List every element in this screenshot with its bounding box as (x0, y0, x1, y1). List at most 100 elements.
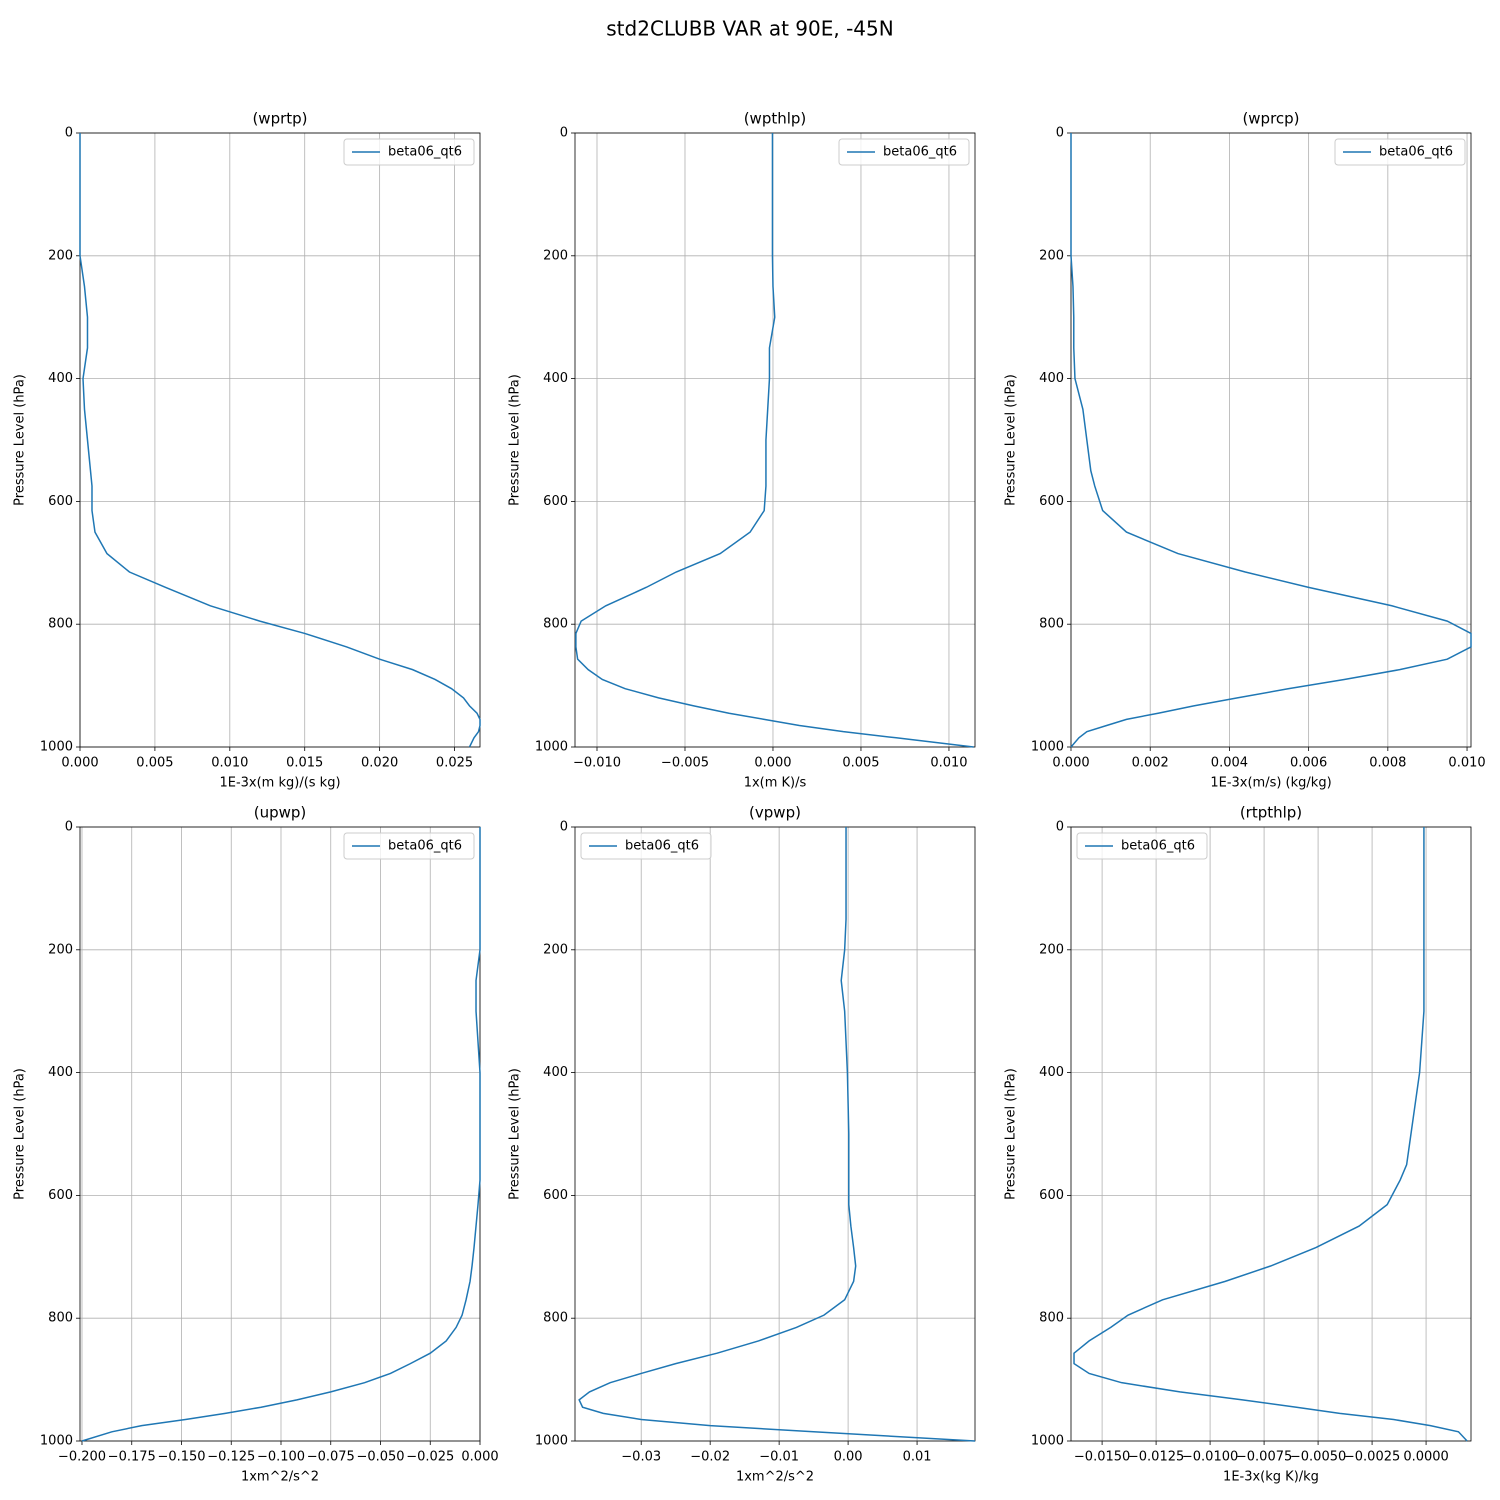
data-line (578, 827, 976, 1442)
x-tick-label: 0.025 (436, 756, 473, 771)
y-tick-label: 200 (48, 248, 73, 263)
legend-label: beta06_qt6 (388, 145, 462, 160)
legend-box (343, 832, 475, 860)
y-tick-label: 0 (1056, 126, 1064, 141)
y-tick-label: 1000 (40, 740, 73, 755)
x-tick-label: 0.00 (834, 1450, 863, 1465)
subplot: 0.000 0.005 0.010 0.015 0.020 0.025 0 200 400 600… (13, 110, 481, 791)
x-tick-label: −0.075 (307, 1450, 355, 1465)
legend-box (1334, 138, 1466, 166)
x-tick-label: 0.000 (1052, 756, 1089, 771)
x-axis-label: 1xm^2/s^2 (241, 1470, 319, 1485)
x-axis-label: 1x(m K)/s (744, 776, 807, 791)
x-tick-label: −0.01 (759, 1450, 799, 1465)
x-tick-label: −0.200 (58, 1450, 106, 1465)
y-axis-label: Pressure Level (hPa) (13, 374, 28, 506)
y-tick-label: 600 (1039, 494, 1064, 509)
x-tick-label: −0.010 (573, 756, 621, 771)
x-tick-label: 0.006 (1290, 756, 1327, 771)
y-tick-label: 200 (1039, 942, 1064, 957)
subplot-title: (rtpthlp) (1240, 804, 1302, 822)
y-tick-label: 0 (560, 820, 568, 835)
plot-frame (574, 826, 976, 1442)
x-axis-label: 1E-3x(m kg)/(s kg) (219, 776, 340, 791)
subplot-title: (vpwp) (749, 804, 801, 822)
legend-label: beta06_qt6 (388, 839, 462, 854)
x-tick-label: 0.000 (754, 756, 791, 771)
y-axis-label: Pressure Level (hPa) (1004, 374, 1019, 506)
data-line (79, 133, 481, 748)
x-tick-label: 0.000 (61, 756, 98, 771)
y-tick-label: 400 (1039, 371, 1064, 386)
y-tick-label: 800 (48, 617, 73, 632)
y-tick-label: 600 (543, 494, 568, 509)
y-tick-label: 600 (48, 1188, 73, 1203)
y-tick-label: 0 (65, 126, 73, 141)
legend-label: beta06_qt6 (1379, 145, 1453, 160)
x-tick-label: −0.050 (356, 1450, 404, 1465)
data-line (1070, 133, 1472, 748)
x-tick-label: 0.0000 (1403, 1450, 1449, 1465)
y-tick-label: 800 (1039, 1311, 1064, 1326)
plot-frame (79, 132, 481, 748)
x-tick-label: −0.0125 (1128, 1450, 1184, 1465)
x-tick-label: −0.02 (690, 1450, 730, 1465)
y-tick-label: 400 (543, 371, 568, 386)
plot-frame (574, 132, 976, 748)
y-axis-label: Pressure Level (hPa) (13, 1068, 28, 1200)
x-tick-label: 0.004 (1211, 756, 1248, 771)
x-tick-label: −0.0025 (1344, 1450, 1400, 1465)
legend-box (838, 138, 970, 166)
subplot: 0.000 0.002 0.004 0.006 0.008 0.010 0 200 400 600… (1004, 110, 1486, 791)
x-tick-label: 0.010 (211, 756, 248, 771)
subplot-title: (wprcp) (1242, 110, 1299, 128)
legend-box (343, 138, 475, 166)
x-tick-label: 0.015 (286, 756, 323, 771)
x-tick-label: −0.100 (257, 1450, 305, 1465)
legend-box (1076, 832, 1208, 860)
x-tick-label: −0.03 (621, 1450, 661, 1465)
y-tick-label: 200 (48, 942, 73, 957)
x-tick-label: −0.005 (661, 756, 709, 771)
y-tick-label: 800 (543, 617, 568, 632)
x-tick-label: 0.000 (461, 1450, 498, 1465)
y-tick-label: 400 (543, 1065, 568, 1080)
legend-box (580, 832, 712, 860)
x-axis-label: 1xm^2/s^2 (736, 1470, 814, 1485)
y-axis-label: Pressure Level (hPa) (508, 1068, 523, 1200)
y-tick-label: 0 (1056, 820, 1064, 835)
x-tick-label: 0.010 (930, 756, 967, 771)
legend-label: beta06_qt6 (1121, 839, 1195, 854)
plot-frame (79, 826, 481, 1442)
x-axis-label: 1E-3x(m/s) (kg/kg) (1210, 776, 1331, 791)
y-tick-label: 800 (48, 1311, 73, 1326)
y-tick-label: 200 (543, 248, 568, 263)
y-axis-label: Pressure Level (hPa) (1004, 1068, 1019, 1200)
legend-label: beta06_qt6 (625, 839, 699, 854)
data-line (575, 133, 974, 748)
data-line (81, 827, 481, 1442)
subplot-title: (upwp) (254, 804, 307, 822)
x-tick-label: −0.175 (108, 1450, 156, 1465)
y-tick-label: 0 (560, 126, 568, 141)
x-tick-label: 0.020 (361, 756, 398, 771)
y-tick-label: 600 (48, 494, 73, 509)
y-tick-label: 1000 (1031, 740, 1064, 755)
x-tick-label: −0.0050 (1290, 1450, 1346, 1465)
legend-label: beta06_qt6 (883, 145, 957, 160)
x-tick-label: 0.002 (1132, 756, 1169, 771)
x-tick-label: −0.150 (157, 1450, 205, 1465)
subplot-title: (wprtp) (252, 110, 307, 128)
y-tick-label: 400 (1039, 1065, 1064, 1080)
x-axis-label: 1E-3x(kg K)/kg (1223, 1470, 1319, 1485)
y-tick-label: 800 (1039, 617, 1064, 632)
x-tick-label: −0.0150 (1074, 1450, 1130, 1465)
x-tick-label: −0.0100 (1182, 1450, 1238, 1465)
x-tick-label: 0.010 (1448, 756, 1485, 771)
y-tick-label: 600 (1039, 1188, 1064, 1203)
figure-title: std2CLUBB VAR at 90E, -45N (606, 17, 893, 41)
subplot: −0.200 −0.175 −0.150 −0.125 −0.100 −0.075 −0.0… (13, 804, 499, 1485)
subplot-title: (wpthlp) (744, 110, 807, 128)
x-tick-label: −0.0075 (1236, 1450, 1292, 1465)
